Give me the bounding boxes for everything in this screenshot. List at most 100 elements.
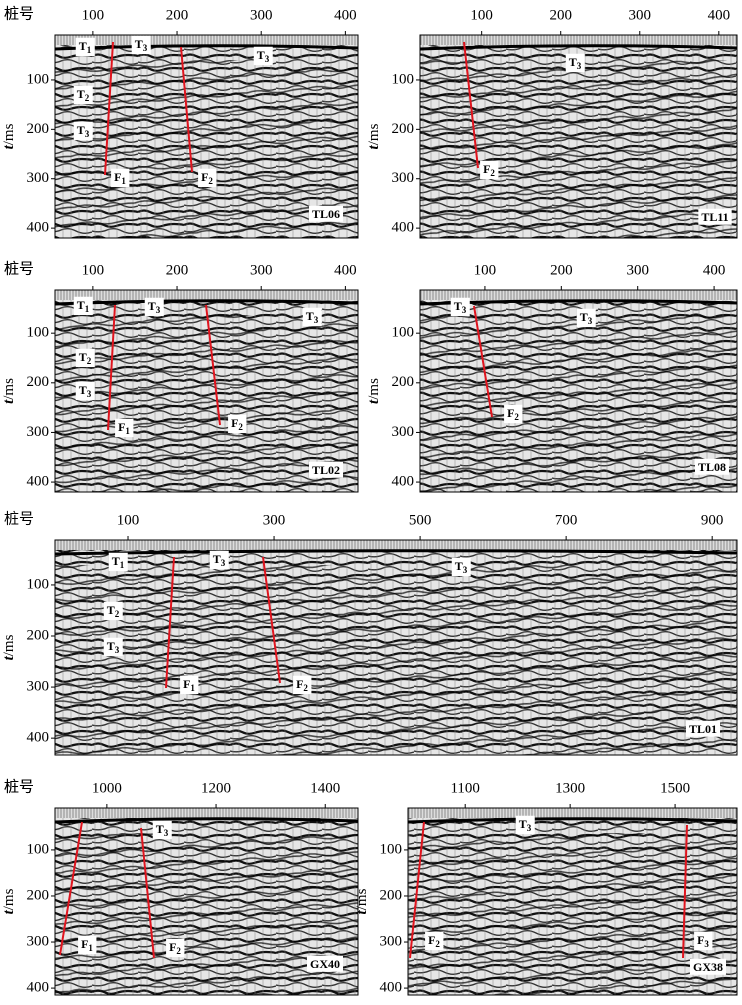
y-label-unit: /ms — [1, 634, 17, 656]
marker-label: F2 — [504, 404, 523, 424]
y-tick-label: 200 — [27, 374, 50, 390]
label-sub: 3 — [588, 316, 593, 326]
label-text: F2 — [169, 940, 181, 956]
label-letter: T — [77, 123, 85, 137]
marker-label: F2 — [228, 414, 247, 434]
y-axis-label: t/ms — [366, 378, 382, 404]
x-tick-label: 300 — [250, 7, 273, 23]
marker-label: T2 — [73, 85, 93, 105]
x-tick-label: 400 — [334, 7, 357, 23]
label-text: T3 — [454, 299, 467, 315]
label-text: TL06 — [312, 207, 340, 221]
y-tick-label: 200 — [27, 887, 50, 903]
x-tick-label: 1400 — [310, 780, 340, 796]
label-letter: F — [296, 677, 303, 691]
y-label-unit: /ms — [1, 378, 17, 400]
label-letter: F — [201, 170, 208, 184]
label-box — [73, 121, 93, 141]
trace-header — [408, 808, 737, 818]
label-letter: T — [257, 48, 265, 62]
marker-label: F2 — [293, 675, 312, 695]
y-label-unit: /ms — [1, 888, 17, 910]
label-text: T3 — [580, 310, 593, 326]
marker-label: T3 — [253, 46, 273, 66]
marker-label: T3 — [75, 381, 95, 401]
trace-header — [55, 808, 358, 818]
fault-trace — [473, 305, 493, 418]
label-letter: T — [569, 55, 577, 69]
label-box — [690, 958, 726, 975]
x-tick-label: 400 — [703, 262, 726, 278]
y-tick-label: 300 — [392, 424, 415, 440]
label-text: F1 — [81, 937, 93, 953]
label-letter: F — [81, 937, 88, 951]
label-letter: F — [183, 677, 190, 691]
label-letter: T — [213, 552, 221, 566]
marker-label: F1 — [111, 168, 130, 188]
label-letter: T — [455, 559, 463, 573]
label-sub: 3 — [314, 315, 319, 325]
y-tick-label: 200 — [392, 374, 415, 390]
marker-label: F1 — [78, 935, 97, 955]
x-tick-label: 300 — [629, 7, 652, 23]
label-letter: T — [580, 310, 588, 324]
y-label-unit: /ms — [366, 378, 382, 400]
reflector — [54, 549, 738, 556]
label-text: T3 — [257, 48, 270, 64]
label-box — [152, 820, 172, 840]
y-tick-label: 400 — [27, 220, 50, 236]
seismic-texture — [55, 565, 737, 755]
x-tick-label: 1000 — [92, 780, 122, 796]
marker-label: T3 — [302, 307, 322, 327]
x-tick-label: 900 — [701, 512, 724, 528]
y-tick-label: 400 — [27, 730, 50, 746]
label-sub: 3 — [577, 61, 582, 71]
x-tick-label: 200 — [550, 262, 573, 278]
marker-label: T3 — [515, 815, 535, 835]
label-text: F1 — [114, 170, 126, 186]
y-tick-label: 100 — [27, 841, 50, 857]
label-letter: T — [454, 299, 462, 313]
label-box — [307, 955, 343, 972]
x-tick-label: 200 — [166, 262, 189, 278]
x-tick-label: 400 — [708, 7, 731, 23]
label-box — [78, 935, 97, 955]
y-tick-label: 200 — [380, 887, 403, 903]
label-text: T3 — [455, 559, 468, 575]
plot-frame — [419, 34, 738, 239]
marker-label: T3 — [565, 53, 585, 73]
x-tick-label: 200 — [166, 7, 189, 23]
label-box — [308, 461, 344, 478]
trace-header — [55, 290, 358, 300]
label-text: T1 — [79, 39, 92, 55]
label-letter: F — [231, 416, 238, 430]
label-letter: T — [135, 37, 143, 51]
y-axis-label: t/ms — [354, 888, 370, 914]
y-label-unit: /ms — [366, 123, 382, 145]
label-box — [144, 297, 164, 317]
label-text: T3 — [519, 817, 532, 833]
label-sub: 3 — [704, 939, 709, 949]
marker-label: F2 — [166, 938, 185, 958]
y-tick-label: 300 — [27, 933, 50, 949]
marker-label: F2 — [480, 160, 499, 180]
y-label-var: t — [1, 399, 17, 404]
label-letter: T — [519, 817, 527, 831]
x-tick-label: 300 — [626, 262, 649, 278]
label-sub: 2 — [115, 609, 120, 619]
label-sub: 3 — [463, 565, 468, 575]
label-text: T3 — [79, 383, 92, 399]
fault-trace — [205, 304, 221, 426]
label-letter: F — [697, 933, 704, 947]
label-sub: 2 — [490, 168, 495, 178]
label-text: T3 — [148, 299, 161, 315]
label-letter: T — [79, 383, 87, 397]
y-axis-label: t/ms — [1, 634, 17, 660]
x-axis-label: 桩号 — [4, 5, 34, 22]
y-label-var: t — [1, 144, 17, 149]
marker-label: T3 — [451, 557, 471, 577]
fault-trace — [262, 556, 281, 684]
marker-label: T1 — [108, 552, 128, 572]
label-letter: F — [118, 420, 125, 434]
label-sub: 2 — [514, 412, 519, 422]
